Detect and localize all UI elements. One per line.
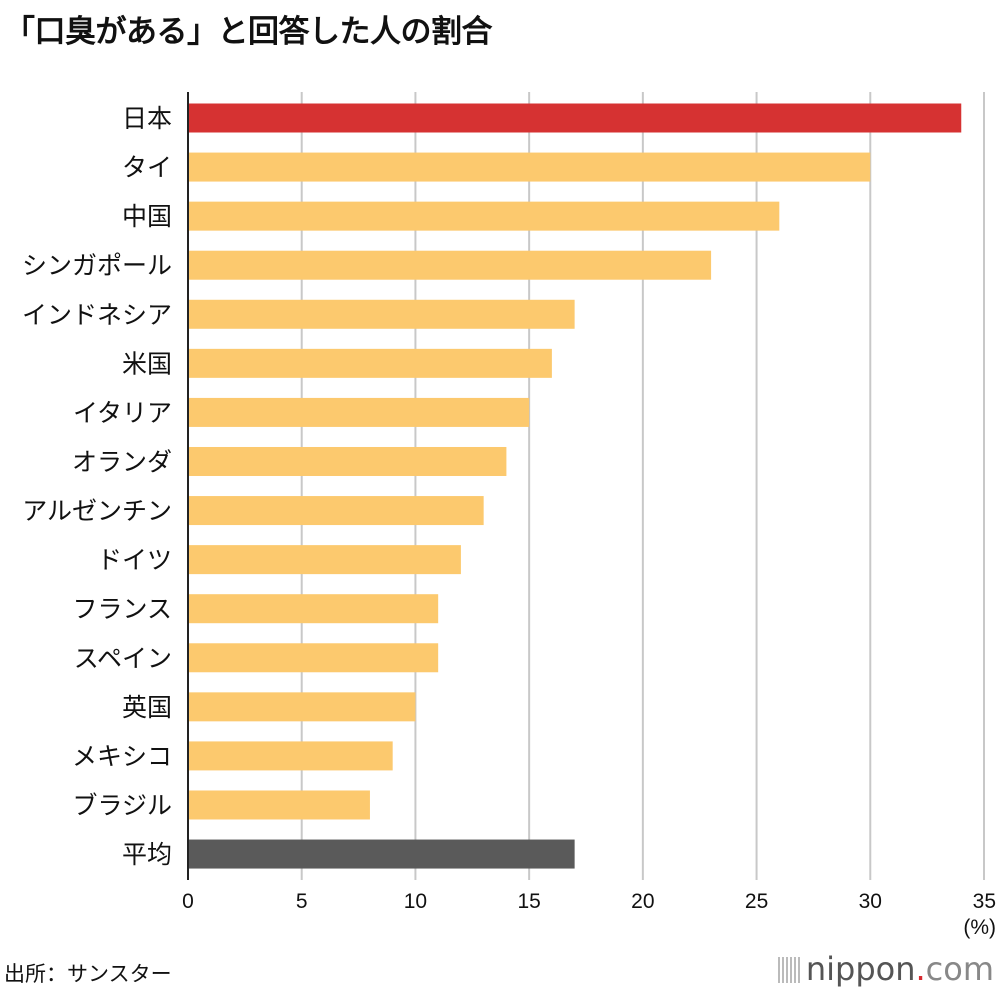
logo-dot: . bbox=[915, 950, 926, 988]
category-label: 中国 bbox=[122, 202, 172, 231]
category-label: 米国 bbox=[122, 349, 172, 378]
x-tick-label: 35 bbox=[973, 890, 996, 913]
bar bbox=[188, 348, 552, 378]
category-label: フランス bbox=[72, 595, 172, 624]
logo-name: nippon bbox=[805, 950, 916, 988]
category-label: タイ bbox=[122, 153, 172, 182]
category-label: ブラジル bbox=[72, 791, 172, 820]
category-label: シンガポール bbox=[22, 251, 172, 280]
bar bbox=[188, 152, 871, 182]
x-tick-label: 15 bbox=[517, 890, 540, 913]
x-tick-label: 25 bbox=[745, 890, 768, 913]
nippon-logo: nippon.com bbox=[777, 950, 994, 988]
chart-title: 「口臭がある」と回答した人の割合 bbox=[4, 14, 493, 50]
bar bbox=[188, 250, 712, 280]
x-tick-label: 30 bbox=[859, 890, 882, 913]
bar bbox=[188, 201, 780, 231]
x-tick-label: 10 bbox=[404, 890, 427, 913]
logo-suffix: com bbox=[925, 950, 994, 988]
x-tick-label: 0 bbox=[182, 890, 194, 913]
bar bbox=[188, 741, 393, 771]
category-label: オランダ bbox=[72, 447, 172, 476]
category-label: 日本 bbox=[122, 104, 172, 133]
bar bbox=[188, 299, 575, 329]
bar bbox=[188, 496, 484, 526]
bar bbox=[188, 594, 439, 624]
logo-bars-icon bbox=[777, 957, 800, 983]
category-label: ドイツ bbox=[97, 546, 172, 575]
bar bbox=[188, 446, 507, 476]
x-unit-label: (%) bbox=[963, 916, 996, 939]
category-label: イタリア bbox=[73, 398, 172, 427]
category-label: 英国 bbox=[122, 693, 172, 722]
bar bbox=[188, 103, 962, 133]
bar bbox=[188, 545, 461, 575]
category-label: アルゼンチン bbox=[22, 497, 172, 526]
category-label: メキシコ bbox=[72, 742, 172, 771]
category-label: インドネシア bbox=[22, 300, 172, 329]
bar bbox=[188, 692, 416, 722]
x-tick-label: 20 bbox=[631, 890, 654, 913]
bar bbox=[188, 643, 439, 673]
x-tick-label: 5 bbox=[296, 890, 308, 913]
category-label: 平均 bbox=[122, 840, 172, 869]
bar bbox=[188, 839, 575, 869]
category-label: スペイン bbox=[74, 644, 172, 673]
bar bbox=[188, 397, 530, 427]
bar bbox=[188, 790, 370, 820]
source-note: 出所：サンスター bbox=[4, 962, 172, 986]
